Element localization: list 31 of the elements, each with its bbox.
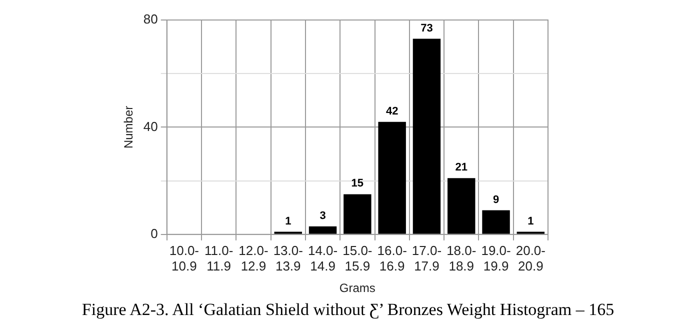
data-label: 1 bbox=[285, 215, 292, 228]
x-tick-label: 16.0-16.9 bbox=[377, 242, 407, 274]
y-tick-label: 0 bbox=[150, 226, 158, 241]
bar bbox=[344, 194, 372, 234]
data-label: 42 bbox=[386, 105, 398, 118]
bar bbox=[308, 226, 337, 234]
bar bbox=[448, 178, 476, 234]
x-tick-label: 10.0-10.9 bbox=[169, 242, 200, 274]
x-tick-label: 17.0-17.9 bbox=[412, 242, 442, 274]
bar bbox=[378, 122, 406, 234]
x-tick-label: 15.0-15.9 bbox=[342, 242, 372, 274]
data-label: 9 bbox=[492, 194, 500, 206]
text: Figure A2-3. All ‘Galatian Shield without Ƹ’ Bronzes Weight Histogram – 165 bbox=[80, 300, 616, 320]
bar bbox=[412, 38, 441, 234]
data-label: 1 bbox=[528, 215, 534, 228]
y-tick-label: 40 bbox=[143, 118, 158, 134]
x-tick-label: 11.0-11.9 bbox=[204, 242, 234, 274]
x-tick-label: 18.0-18.9 bbox=[446, 242, 476, 274]
x-tick-label: 19.0-19.9 bbox=[481, 242, 511, 274]
bar bbox=[482, 210, 510, 234]
data-label: 3 bbox=[320, 210, 326, 222]
x-tick-label: 12.0-12.9 bbox=[238, 242, 268, 274]
y-tick-label: 80 bbox=[143, 12, 158, 27]
data-label: 21 bbox=[455, 162, 468, 174]
data-label: 73 bbox=[420, 22, 433, 34]
y-axis-title: Number bbox=[122, 106, 136, 149]
x-tick-label: 13.0-13.9 bbox=[273, 242, 303, 274]
x-tick-label: 14.0-14.9 bbox=[308, 242, 338, 274]
data-label: 15 bbox=[351, 178, 364, 190]
x-axis-title: Grams bbox=[339, 281, 376, 296]
x-tick-label: 20.0-20.9 bbox=[516, 242, 546, 274]
